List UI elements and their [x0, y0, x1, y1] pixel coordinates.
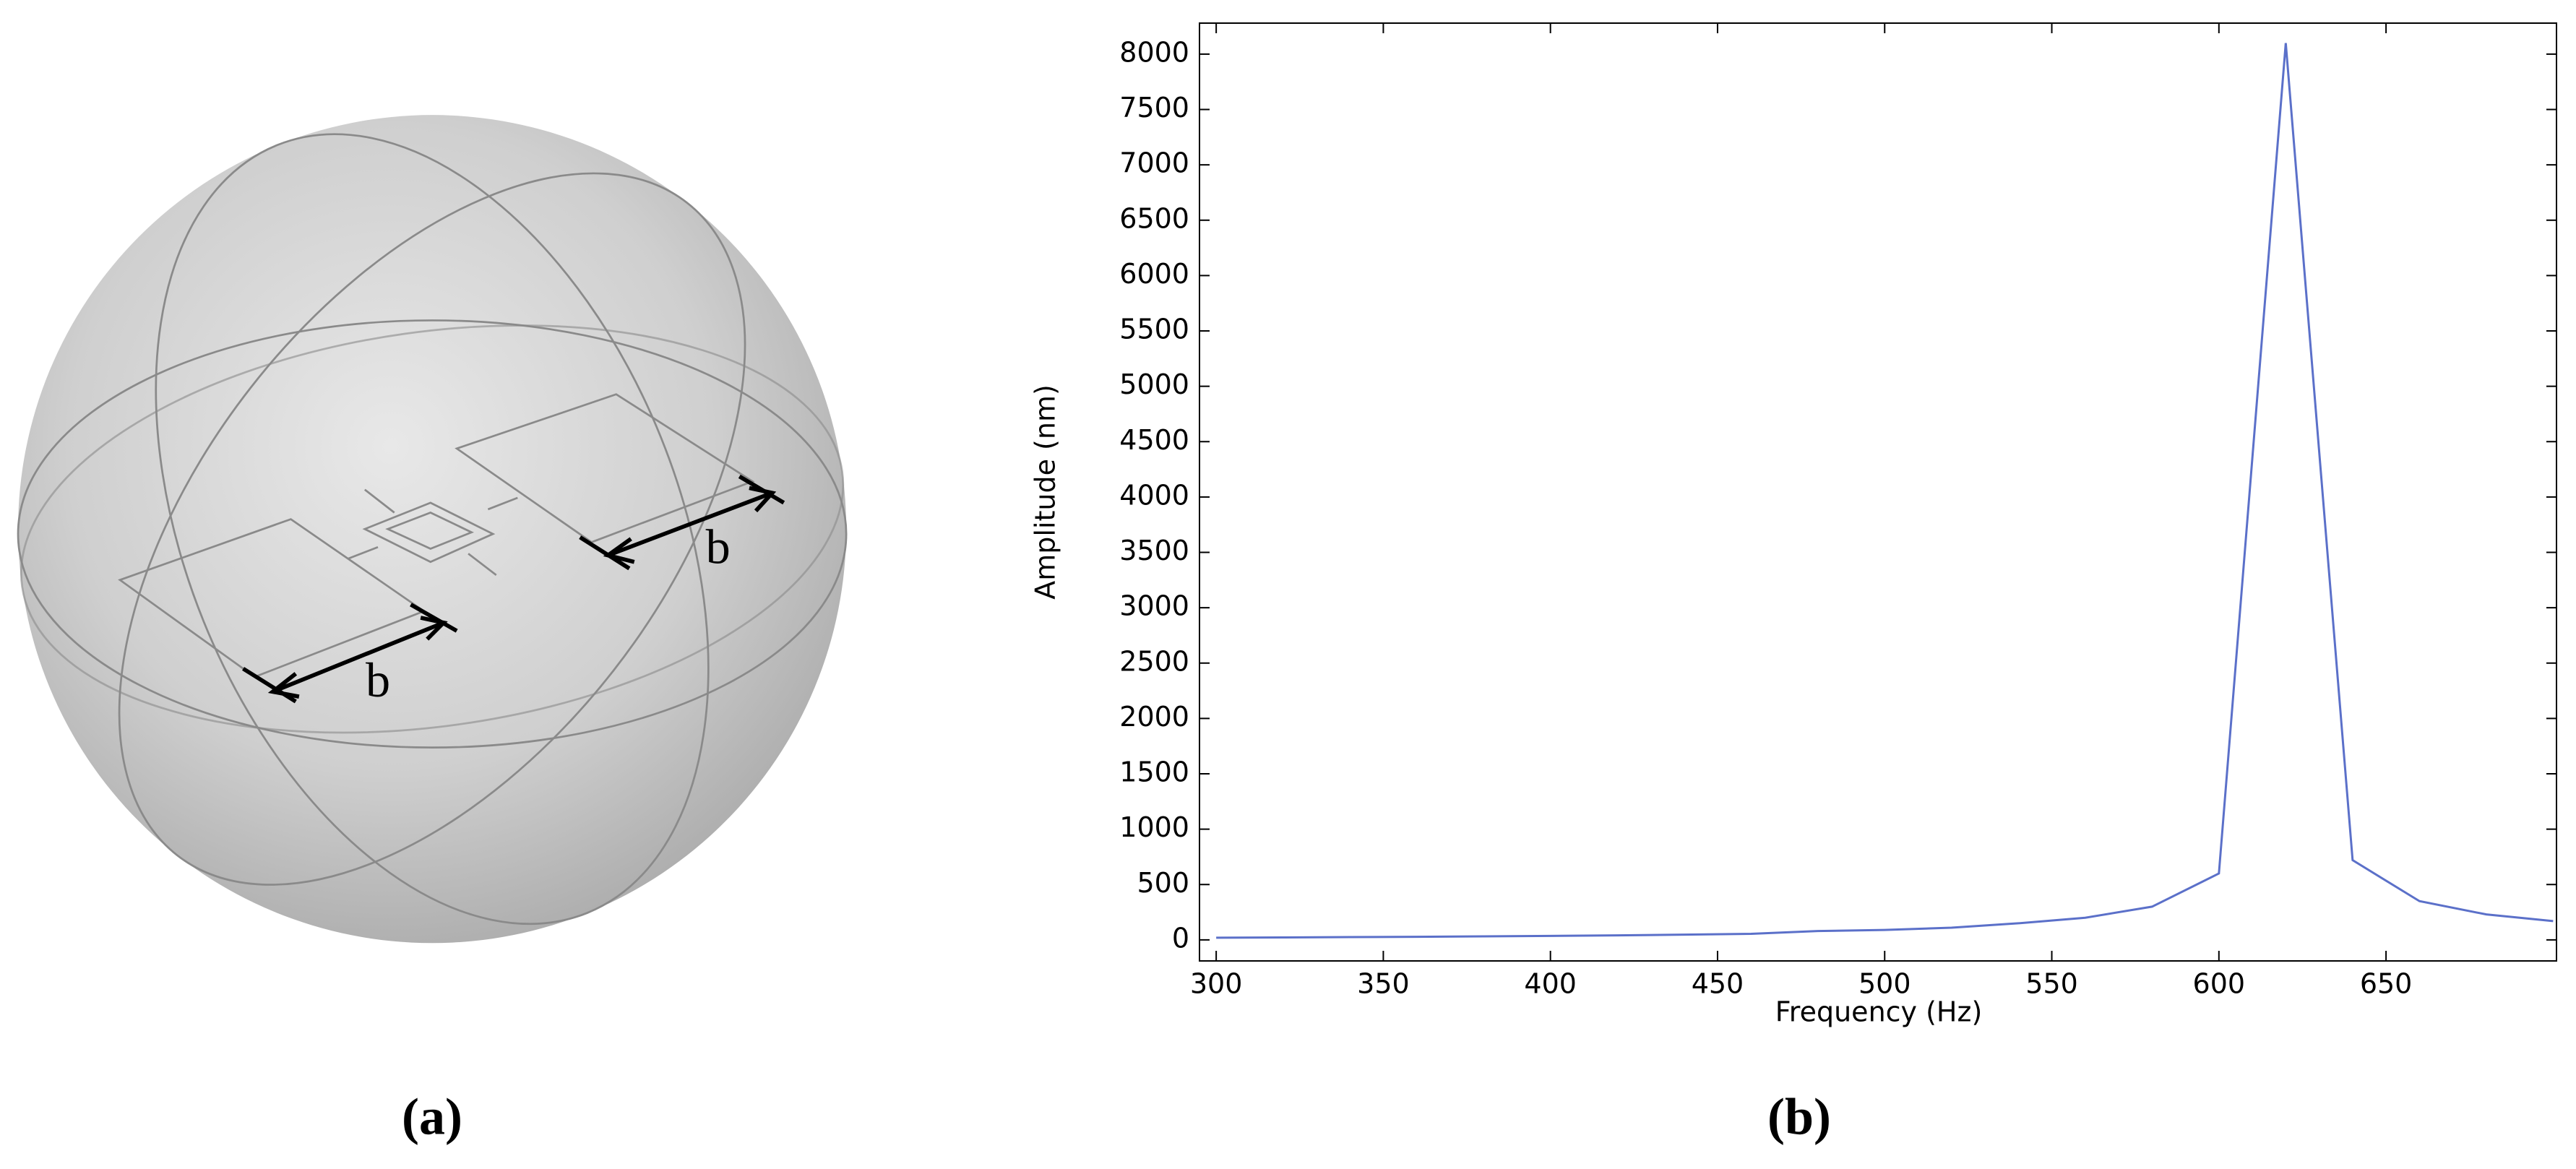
y-tick-label: 7500: [1119, 92, 1189, 124]
plot-frame: [1199, 22, 2557, 962]
y-tick-label: 1000: [1119, 811, 1189, 843]
dimension-label: b: [366, 652, 390, 707]
y-tick-label: 0: [1172, 922, 1189, 954]
x-tick-label: 350: [1357, 968, 1410, 1000]
y-tick-label: 6500: [1119, 202, 1189, 234]
y-tick-label: 6000: [1119, 258, 1189, 290]
x-tick-label: 450: [1692, 968, 1744, 1000]
x-tick-label: 300: [1190, 968, 1243, 1000]
sphere-diagram: b b: [17, 115, 848, 944]
y-tick-label: 4000: [1119, 479, 1189, 511]
dimension-arrows: [242, 475, 785, 704]
data-line: [1216, 43, 2554, 939]
y-tick-label: 4500: [1119, 424, 1189, 456]
y-tick-label: 3500: [1119, 535, 1189, 566]
panel-caption: (a): [402, 1088, 462, 1146]
x-tick-label: 650: [2360, 968, 2413, 1000]
y-tick-label: 5500: [1119, 314, 1189, 345]
electrode-pattern: [118, 393, 755, 678]
sphere-edges: [17, 133, 848, 926]
y-axis-title: Amplitude (nm): [1030, 384, 1061, 600]
y-tick-label: 8000: [1119, 36, 1189, 68]
y-tick-label: 3000: [1119, 590, 1189, 622]
x-tick-label: 400: [1524, 968, 1577, 1000]
x-tick-label: 550: [2025, 968, 2078, 1000]
y-tick-label: 7000: [1119, 147, 1189, 179]
sphere: [18, 115, 847, 944]
y-tick-label: 5000: [1119, 368, 1189, 400]
y-tick-label: 500: [1137, 867, 1189, 899]
y-tick-label: 1500: [1119, 756, 1189, 788]
x-tick-label: 500: [1858, 968, 1911, 1000]
x-tick-label: 600: [2193, 968, 2246, 1000]
panel-caption: (b): [1767, 1088, 1831, 1146]
dimension-label: b: [706, 519, 731, 574]
y-tick-label: 2000: [1119, 701, 1189, 733]
y-tick-label: 2500: [1119, 645, 1189, 677]
x-axis-title: Frequency (Hz): [1775, 996, 1983, 1028]
